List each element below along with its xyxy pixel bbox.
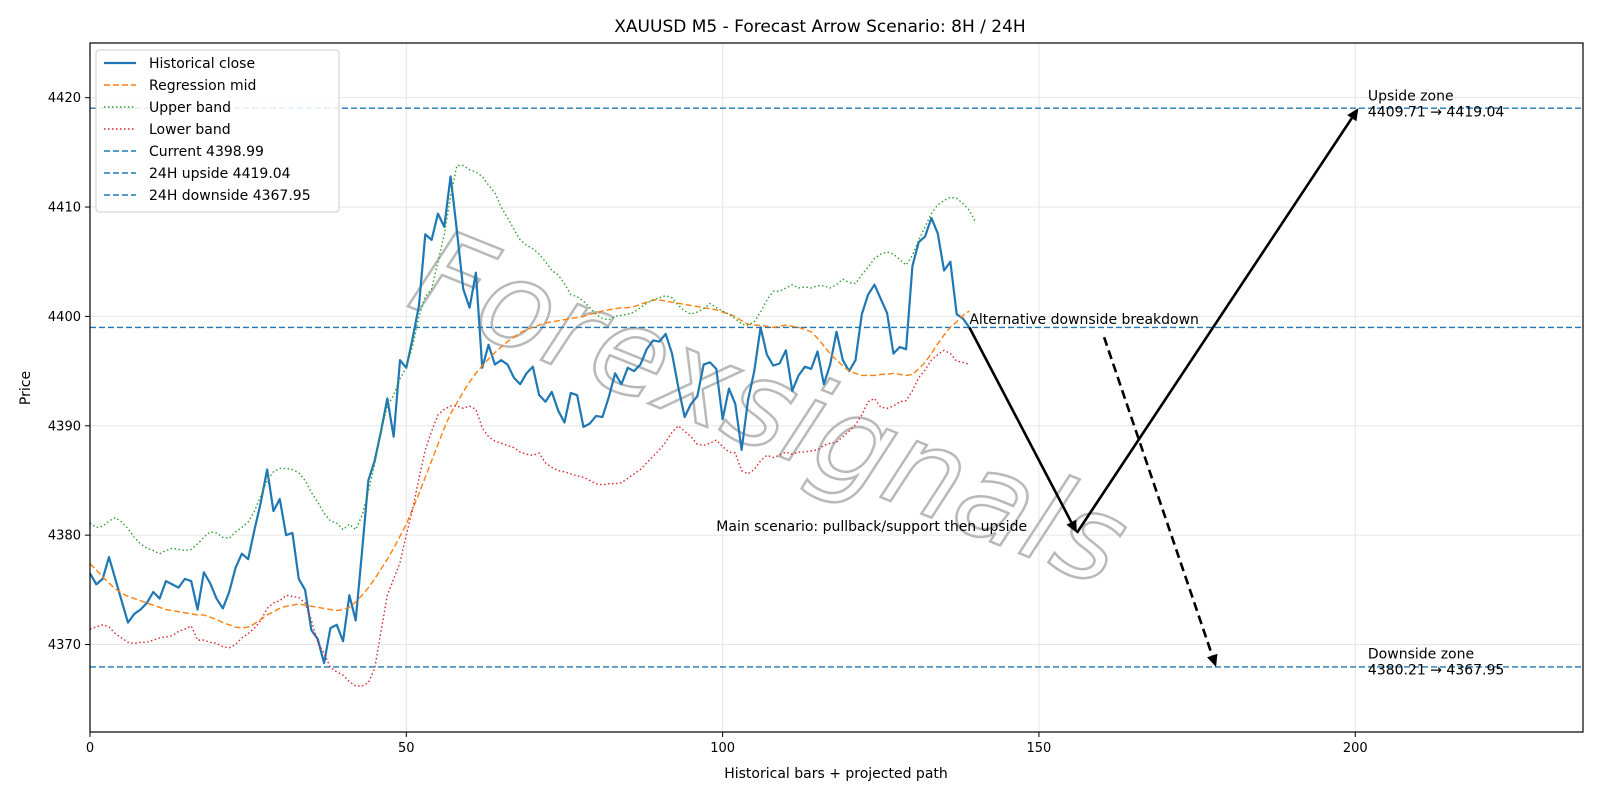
series-line-lower-band <box>89 349 970 687</box>
legend-label: Historical close <box>149 56 255 72</box>
axis-ticks: 0 50 100 150 200 4370 4380 4390 4400 4410 4420 <box>48 91 1368 756</box>
annotation-alt-label: Alternative downside breakdown <box>969 312 1199 328</box>
y-tick-label: 4420 <box>48 91 81 106</box>
series-line-upper-band <box>89 164 977 555</box>
series-layer <box>89 164 977 687</box>
annotation-line: 4409.71 → 4419.04 <box>1368 104 1505 120</box>
annotations: Alternative downside breakdown Main scena… <box>716 88 1504 678</box>
annotation-line: 4380.21 → 4367.95 <box>1368 663 1504 679</box>
y-tick-label: 4380 <box>48 529 81 544</box>
series-line-regression-mid <box>89 299 970 629</box>
annotation-line: Upside zone <box>1368 88 1454 104</box>
forecast-arrows <box>968 108 1359 667</box>
arrow-main-up-head <box>1347 108 1359 122</box>
chart-title: XAUUSD M5 - Forecast Arrow Scenario: 8H … <box>614 17 1025 37</box>
annotation-line: Downside zone <box>1368 647 1474 663</box>
y-tick-label: 4410 <box>48 201 81 216</box>
legend-label: Current 4398.99 <box>149 144 264 160</box>
annotation-upside-zone: Upside zone 4409.71 → 4419.04 <box>1368 88 1505 120</box>
x-tick-label: 100 <box>710 741 735 756</box>
annotation-main-label: Main scenario: pullback/support then ups… <box>716 519 1027 535</box>
y-tick-label: 4400 <box>48 310 81 325</box>
legend-label: Lower band <box>149 122 231 138</box>
arrow-main-up-shaft <box>1075 117 1353 534</box>
x-tick-label: 150 <box>1027 741 1052 756</box>
arrow-main-down-shaft <box>968 326 1073 523</box>
gridlines <box>89 43 1583 732</box>
arrow-alt-down-head <box>1207 653 1218 667</box>
x-tick-label: 200 <box>1343 741 1368 756</box>
legend-label: 24H upside 4419.04 <box>149 166 291 182</box>
x-tick-label: 50 <box>398 741 415 756</box>
y-tick-label: 4370 <box>48 638 81 653</box>
legend-label: 24H downside 4367.95 <box>149 188 311 204</box>
legend-box <box>95 49 340 213</box>
annotation-downside-zone: Downside zone 4380.21 → 4367.95 <box>1368 647 1504 679</box>
legend-label: Upper band <box>149 100 231 116</box>
legend: Historical close Regression mid Upper band… <box>95 49 340 213</box>
arrow-main-down-head <box>1066 519 1077 533</box>
y-tick-label: 4390 <box>48 419 81 434</box>
x-tick-label: 0 <box>86 741 94 756</box>
arrow-alt-down-shaft <box>1102 336 1214 656</box>
series-line-historical-close <box>89 175 971 665</box>
x-axis-label: Historical bars + projected path <box>724 766 948 782</box>
legend-label: Regression mid <box>149 78 256 94</box>
plot-frame <box>89 42 1584 733</box>
y-axis-label: Price <box>18 371 34 405</box>
